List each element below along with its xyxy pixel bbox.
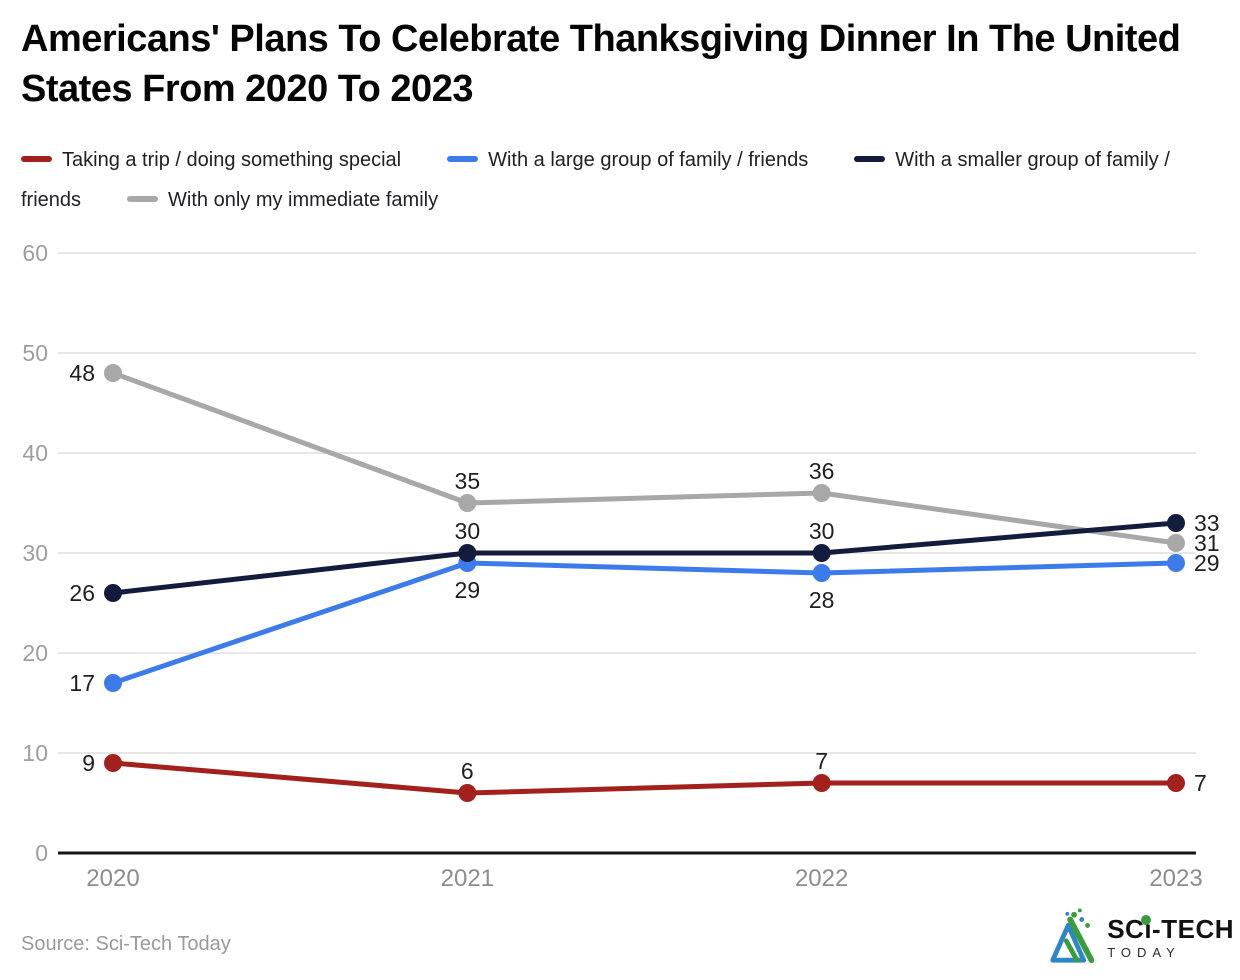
- y-axis-tick-label: 0: [35, 840, 48, 866]
- data-label: 31: [1194, 530, 1220, 556]
- legend-marker-icon: [127, 196, 159, 202]
- data-point: [1166, 554, 1185, 572]
- data-label: 7: [1194, 770, 1207, 796]
- legend-item: With only my immediate family: [127, 189, 438, 211]
- logo-shape: [1078, 908, 1082, 913]
- legend-marker-icon: [854, 156, 886, 162]
- scitech-logo-text: SCi-TECH TODAY: [1107, 913, 1234, 960]
- chart-title: Americans' Plans To Celebrate Thanksgivi…: [21, 18, 1181, 110]
- logo-shape: [1071, 911, 1078, 918]
- x-axis-tick-label: 2021: [441, 865, 494, 892]
- x-axis-tick-label: 2022: [795, 865, 848, 892]
- line-chart: 0 10 20 30 40 50 60 2020 2021 2022 2023 48 35 36 31 17 2…: [0, 228, 1240, 900]
- logo-shape: [1085, 922, 1091, 928]
- logo-shape: [1050, 922, 1087, 963]
- data-point: [1166, 534, 1185, 552]
- line-chart-svg: 0 10 20 30 40 50 60 2020 2021 2022 2023 48 35 36 31 17 2…: [22, 240, 1220, 892]
- legend-label: With a large group of family / friends: [488, 149, 809, 171]
- logo-shape: [1065, 911, 1070, 916]
- y-axis-tick-label: 20: [22, 640, 48, 666]
- y-axis-tick-label: 10: [22, 740, 48, 766]
- data-point: [812, 544, 831, 562]
- legend-marker-icon: [21, 156, 52, 162]
- logo-wordmark: SCi-TECH: [1107, 913, 1234, 944]
- y-axis-tick-label: 40: [22, 440, 48, 466]
- logo-shape: [1064, 938, 1080, 963]
- scitech-logo-icon: [1050, 908, 1095, 964]
- legend-item: With a smaller group of family / friends: [21, 149, 1170, 211]
- y-axis-tick-label: 60: [22, 240, 48, 266]
- data-label: 17: [69, 670, 95, 696]
- data-label: 28: [809, 587, 835, 613]
- logo-subtitle: TODAY: [1107, 944, 1181, 960]
- data-point: [458, 544, 477, 562]
- data-label: 35: [455, 468, 481, 494]
- y-axis-tick-label: 30: [22, 540, 48, 566]
- source-note: Source: Sci-Tech Today: [21, 933, 231, 955]
- x-axis-tick-label: 2020: [86, 865, 139, 892]
- data-label: 30: [455, 518, 481, 544]
- series-line: [110, 520, 1179, 596]
- x-axis-tick-label: 2023: [1149, 865, 1202, 892]
- data-label: 6: [461, 758, 474, 784]
- data-point: [104, 584, 122, 602]
- logo-shape: [1067, 916, 1095, 964]
- data-label: 29: [455, 577, 481, 603]
- logo-leaf-dot-icon: [1141, 914, 1152, 925]
- series-line: [110, 760, 1179, 796]
- data-label: 33: [1194, 510, 1220, 536]
- data-point: [1166, 514, 1185, 532]
- legend: Taking a trip / doing something special W…: [21, 140, 1223, 220]
- logo-shape: [1079, 917, 1085, 923]
- y-axis-tick-label: 50: [22, 340, 48, 366]
- data-point: [104, 364, 122, 382]
- legend-item: With a large group of family / friends: [447, 149, 808, 171]
- legend-label: Taking a trip / doing something special: [62, 149, 402, 171]
- legend-marker-icon: [447, 156, 479, 162]
- data-label: 7: [815, 748, 828, 774]
- data-point: [104, 674, 122, 692]
- data-label: 9: [82, 750, 95, 776]
- data-point: [1166, 774, 1185, 792]
- data-point: [812, 564, 831, 582]
- data-point: [458, 494, 477, 512]
- series-line: [110, 370, 1179, 546]
- data-point: [104, 754, 122, 772]
- data-point: [812, 484, 831, 502]
- legend-label: With only my immediate family: [168, 189, 439, 211]
- legend-item: Taking a trip / doing something special: [21, 149, 401, 171]
- data-label: 26: [69, 580, 95, 606]
- data-point: [812, 774, 831, 792]
- data-label: 36: [809, 458, 835, 484]
- series-line: [110, 560, 1179, 686]
- data-label: 29: [1194, 550, 1220, 576]
- data-label: 30: [809, 518, 835, 544]
- scitech-logo: SCi-TECH TODAY: [1046, 908, 1234, 966]
- legend-label: With a smaller group of family / friends: [21, 149, 1170, 211]
- data-point: [458, 784, 477, 802]
- data-label: 48: [69, 360, 95, 386]
- logo-wordmark-label: SCi-TECH: [1107, 913, 1234, 944]
